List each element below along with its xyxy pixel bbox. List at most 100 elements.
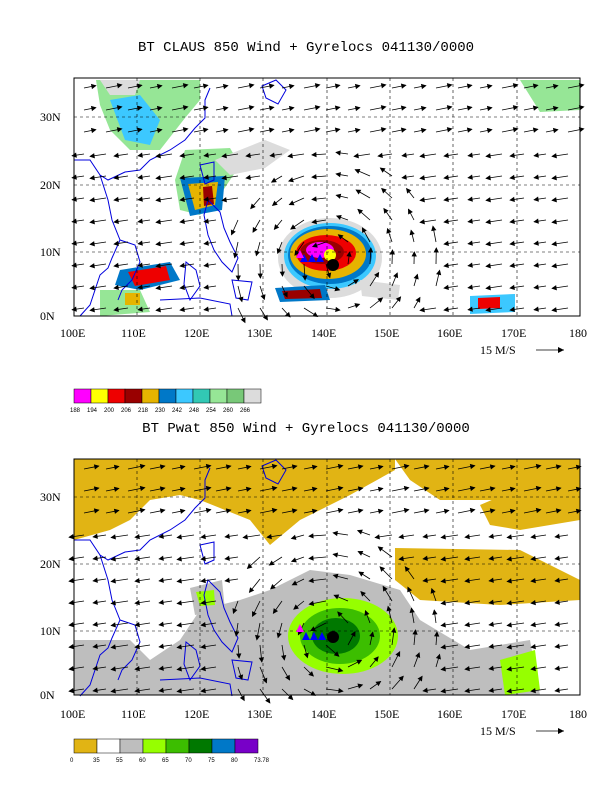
legend-label: 75 [208,758,215,764]
legend-swatch [243,388,262,404]
wind-vector-head [395,296,402,303]
wind-vector-head [268,83,275,89]
y-tick: 30N [40,110,61,124]
wind-vector-head [137,196,143,202]
legend-label: 60 [139,758,146,764]
wind-vector-head [436,269,442,276]
legend-label: 218 [138,408,149,414]
wind-vector-head [532,127,539,133]
wind-vector-head [375,680,382,687]
wind-vector-head [509,284,515,291]
wind-vector-head [203,196,209,202]
wind-vector-head [288,127,295,134]
wind-vector-head [93,464,100,470]
wind-vector-head [176,578,182,584]
wind-vector-head [530,687,536,694]
wind-vector-head [110,622,116,628]
wind-vector-head [367,247,374,253]
y-tick: 10N [40,624,61,638]
vector-ref-arrowhead [558,728,564,734]
wind-vector-head [288,200,295,206]
wind-vector-head [113,464,120,470]
wind-vector-head [233,252,239,259]
wind-vector-head [230,229,236,236]
wind-vector-head [252,227,258,233]
legend-label: 248 [189,408,200,414]
wind-vector-head [225,486,232,492]
wind-vector-head [355,189,362,195]
wind-vector-head [271,485,278,492]
wind-vector-head [156,105,163,112]
wind-vector-head [485,307,491,313]
panel2-fields [74,459,580,695]
wind-vector-head [332,552,339,558]
vector-ref-label: 15 M/S [480,343,516,357]
wind-vector-head [486,83,493,90]
wind-vector-head [552,127,559,134]
wind-vector-head [68,643,74,650]
wind-vector-head [176,600,182,606]
panel2-gyre-track [296,624,326,640]
wind-vector-head [509,464,516,470]
wind-vector-head [446,127,453,133]
wind-vector-head [92,665,98,671]
wind-vector-head [419,219,425,225]
wind-vector-head [136,105,143,111]
wind-vector-head [419,153,425,159]
y-tick: 20N [40,557,61,571]
legend-label: 194 [87,408,98,414]
legend-label: 35 [93,758,100,764]
wind-vector-head [422,687,428,693]
wind-vector-head [488,577,494,583]
wind-vector-head [381,187,387,194]
wind-vector-head [276,632,282,639]
x-tick: 170E [501,707,526,721]
panel1-storm-center [327,259,339,271]
wind-vector-head [485,197,491,203]
wind-vector-head [422,577,428,583]
wind-vector-head [407,586,413,593]
wind-vector-head [488,599,494,605]
wind-vector-head [287,694,294,701]
wind-vector-head [179,240,185,247]
wind-vector-head [555,486,562,492]
wind-vector-head [159,486,166,492]
wind-vector-head [134,643,140,650]
wind-vector-head [551,241,557,247]
wind-vector-head [182,127,189,133]
wind-vector-head [469,463,476,470]
wind-vector-head [357,464,364,470]
wind-vector-head [89,263,95,269]
legend-label: 254 [206,408,217,414]
wind-vector-head [400,105,407,111]
wind-vector-head [137,174,143,180]
wind-vector-head [110,556,116,562]
wind-vector-head [432,609,438,615]
wind-vector-head [467,262,473,268]
wind-vector-head [268,105,275,111]
x-tick: 120E [184,707,209,721]
wind-vector-head [68,687,74,694]
wind-vector-head [467,240,473,246]
wind-vector-head [258,657,265,663]
wind-vector-head [379,167,386,173]
wind-vector-head [391,627,397,633]
wind-vector-head [532,105,539,111]
wind-vector-head [486,105,493,112]
wind-vector-head [155,307,161,313]
wind-vector-head [551,263,557,269]
wind-vector-head [374,271,380,278]
legend-swatch [158,388,177,404]
wind-vector-head [176,534,182,540]
wind-vector-head [506,556,512,562]
wind-vector-head [506,622,512,628]
wind-vector-head [369,631,375,638]
wind-vector-head [443,218,449,225]
wind-vector-head [155,153,161,159]
wind-vector-head [113,174,119,181]
x-tick: 120E [184,326,209,340]
wind-vector-head [469,507,476,514]
wind-vector-head [89,153,95,159]
wind-vector-head [383,207,389,214]
wind-vector-head [225,508,232,514]
